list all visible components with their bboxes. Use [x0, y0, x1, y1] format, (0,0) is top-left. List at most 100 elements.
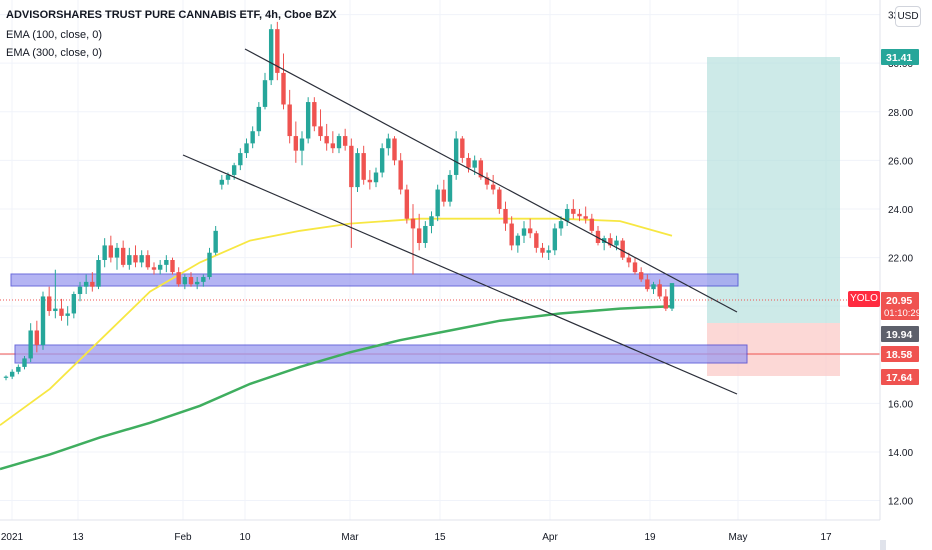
candle [589, 213, 595, 234]
candle [102, 238, 107, 268]
candle [133, 245, 138, 268]
candle [669, 283, 675, 312]
x-tick-label: Mar [341, 532, 359, 543]
candle [34, 320, 40, 353]
y-tick-label: 22.00 [888, 254, 913, 265]
candle [77, 281, 83, 302]
candle [299, 131, 305, 166]
ema-100-line [0, 217, 673, 426]
candle [645, 274, 650, 292]
candle [540, 242, 545, 258]
candle [157, 260, 163, 275]
candle [386, 133, 391, 156]
candle [484, 172, 490, 190]
y-tick-label: 24.00 [888, 205, 913, 216]
candle [312, 97, 317, 132]
candle [281, 53, 286, 110]
candle [355, 148, 360, 192]
candle [552, 223, 558, 256]
y-tick-label: 28.00 [888, 108, 913, 119]
candle [361, 145, 366, 185]
candle [90, 272, 95, 292]
candle [219, 174, 225, 190]
candle [608, 233, 613, 248]
time-axis[interactable]: 2021 13 Feb 10 Mar 15 Apr 19 May 17 [0, 519, 932, 550]
candle [595, 225, 601, 246]
x-tick-label: May [729, 532, 748, 543]
x-axis-ticks: 2021 13 Feb 10 Mar 15 Apr 19 May 17 [1, 532, 832, 543]
candle [509, 216, 514, 251]
candle [59, 298, 64, 321]
candle [534, 230, 539, 253]
candle [3, 375, 9, 381]
y-tick-label: 26.00 [888, 156, 913, 167]
candles [3, 21, 675, 381]
candle [318, 109, 323, 141]
candle [577, 208, 582, 222]
candle [176, 267, 181, 287]
candle [182, 274, 188, 290]
candle [120, 240, 126, 268]
x-tick-label: Apr [542, 532, 558, 543]
candle [515, 233, 521, 253]
candle [324, 123, 329, 151]
candle [53, 269, 58, 319]
countdown-label: 01:10:29 [884, 308, 921, 319]
resistance-zone[interactable] [10, 273, 739, 287]
candle [392, 136, 397, 166]
candle [503, 201, 508, 231]
candle [145, 250, 151, 270]
price-badge-entry: 19.94 [881, 326, 919, 342]
candle [583, 206, 588, 224]
candle [127, 247, 132, 270]
candle [447, 170, 453, 207]
candle [22, 355, 27, 370]
candle [466, 153, 471, 173]
price-badge-level: 18.58 [881, 346, 919, 362]
ema-300-legend[interactable]: EMA (300, close, 0) [6, 47, 102, 59]
y-tick-label: 12.00 [888, 497, 913, 508]
candle [262, 72, 268, 110]
candle [139, 250, 144, 268]
candle [416, 213, 422, 251]
currency-button[interactable]: USD [895, 6, 921, 27]
x-tick-label: 17 [820, 532, 832, 543]
candle [207, 247, 212, 280]
candle [453, 131, 459, 180]
x-tick-label: 15 [434, 532, 446, 543]
candle [96, 255, 101, 290]
candle [114, 242, 120, 270]
price-badge-value: 31.41 [886, 52, 912, 64]
price-axis[interactable]: 32.0030.0028.0026.0024.0022.0020.0018.00… [879, 0, 932, 550]
support-zone[interactable] [14, 344, 748, 364]
candle [626, 252, 632, 268]
candle [546, 245, 551, 260]
candle [441, 179, 447, 207]
y-tick-label: 16.00 [888, 399, 913, 410]
candle [336, 133, 342, 154]
price-badge-target: 31.41 [881, 49, 919, 65]
candle [410, 204, 416, 275]
channel-lower-line[interactable] [182, 154, 738, 395]
candle [497, 187, 502, 214]
candle [620, 238, 625, 260]
candle [213, 225, 218, 256]
channel-upper-line[interactable] [244, 48, 738, 313]
price-badge-stop: 17.64 [881, 369, 919, 385]
candle [275, 21, 280, 81]
candle [663, 289, 669, 312]
x-tick-label: 13 [72, 532, 84, 543]
candle [632, 257, 638, 275]
x-tick-label: 2021 [1, 532, 24, 543]
candle [28, 323, 33, 363]
candle [256, 102, 262, 137]
candle [651, 281, 656, 295]
candle [250, 126, 255, 149]
ema-100-legend[interactable]: EMA (100, close, 0) [6, 29, 102, 41]
candle [398, 153, 403, 195]
candle [16, 364, 21, 375]
candle [201, 274, 206, 287]
